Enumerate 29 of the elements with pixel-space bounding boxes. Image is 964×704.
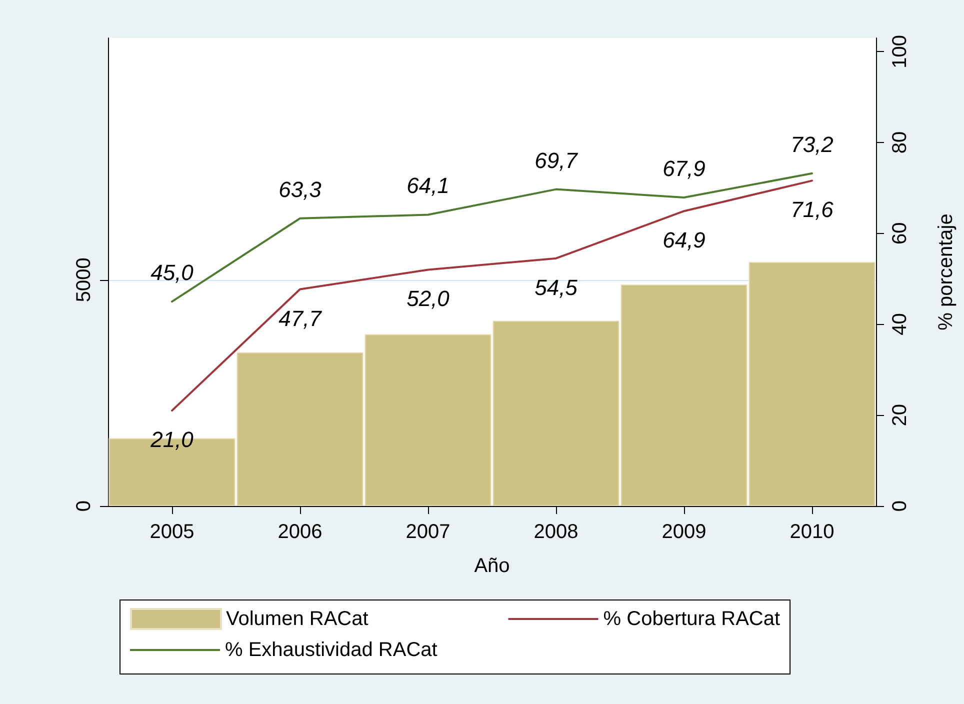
y2-tick-label: 80 bbox=[889, 131, 911, 154]
data-label: 52,0 bbox=[406, 286, 450, 312]
data-label: 63,3 bbox=[278, 176, 322, 202]
x-tick-label: 2006 bbox=[278, 521, 322, 543]
x-axis-title: Año bbox=[474, 555, 510, 577]
data-label: 69,7 bbox=[534, 148, 578, 173]
x-tick-label: 2005 bbox=[150, 521, 194, 543]
data-label: 67,9 bbox=[662, 156, 706, 181]
y2-tick-label: 100 bbox=[889, 34, 911, 68]
y-tick-label: 5000 bbox=[73, 258, 95, 302]
legend-label: % Exhaustividad RACat bbox=[225, 639, 438, 661]
y2-tick-label: 40 bbox=[889, 313, 911, 336]
x-tick-label: 2008 bbox=[534, 521, 578, 543]
x-tick-label: 2009 bbox=[662, 521, 706, 543]
data-label: 45,0 bbox=[150, 260, 194, 286]
x-tick-label: 2010 bbox=[790, 521, 834, 543]
data-label: 71,6 bbox=[790, 197, 834, 222]
data-label: 73,2 bbox=[790, 132, 834, 157]
data-label: 54,5 bbox=[534, 274, 578, 300]
data-label: 64,1 bbox=[406, 173, 450, 198]
legend-label: % Cobertura RACat bbox=[603, 608, 780, 630]
legend-label: Volumen RACat bbox=[226, 608, 369, 630]
y2-axis-title: % porcentaje bbox=[935, 214, 957, 330]
data-label: 47,7 bbox=[278, 306, 322, 331]
x-tick-label: 2007 bbox=[406, 521, 450, 543]
y2-tick-label: 60 bbox=[889, 222, 911, 245]
y2-tick-label: 0 bbox=[889, 500, 911, 512]
y2-tick-label: 20 bbox=[889, 404, 911, 426]
data-label: 64,9 bbox=[662, 228, 706, 253]
